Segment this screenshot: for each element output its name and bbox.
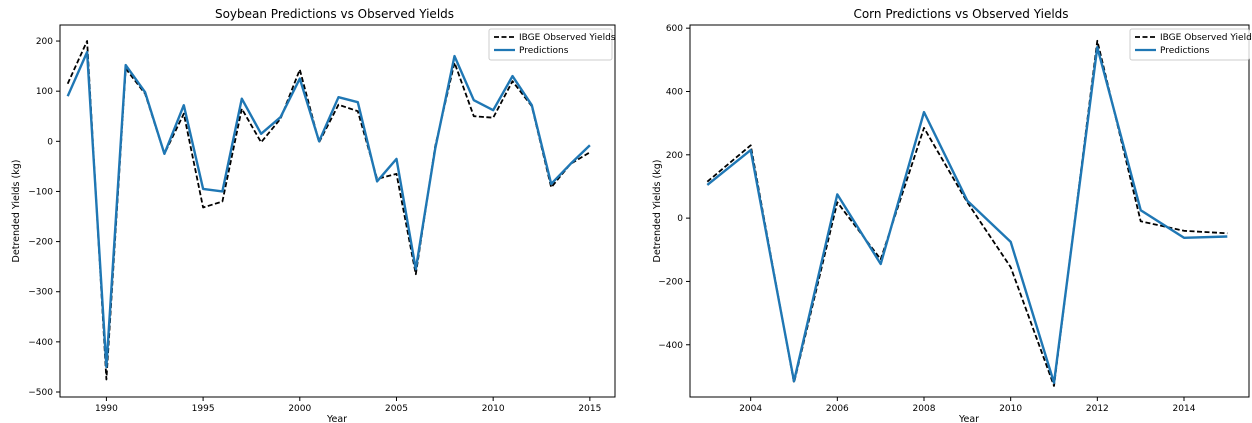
soybean-x-tick-label: 2010: [482, 404, 505, 414]
soybean-y-tick-label: 100: [36, 87, 53, 97]
soybean-y-tick-label: 200: [36, 37, 53, 47]
corn-y-tick-label: 400: [666, 87, 683, 97]
corn-x-tick-label: 2010: [999, 404, 1022, 414]
soybean-x-tick-label: 2000: [288, 404, 311, 414]
corn-x-tick-label: 2008: [913, 404, 936, 414]
soybean-x-tick-label: 2015: [578, 404, 601, 414]
soybean-y-tick-label: −200: [28, 238, 53, 248]
soybean-legend: IBGE Observed Yields Predictions: [488, 28, 616, 61]
soybean-legend-observed-label: IBGE Observed Yields: [519, 33, 616, 43]
soybean-y-tick-label: −100: [28, 187, 53, 197]
soybean-chart-title: Soybean Predictions vs Observed Yields: [215, 7, 454, 21]
corn-y-tick-label: −400: [658, 341, 683, 351]
soybean-legend-predictions-label: Predictions: [519, 46, 569, 56]
corn-legend-box: [1129, 28, 1250, 61]
soybean-x-tick-label: 2005: [385, 404, 408, 414]
soybean-legend-box: [488, 28, 613, 61]
corn-y-tick-label: −200: [658, 277, 683, 287]
corn-x-tick-label: 2004: [739, 404, 762, 414]
corn-legend: IBGE Observed Yields Predictions: [1129, 28, 1252, 61]
corn-y-tick-label: 0: [677, 214, 683, 224]
soybean-x-tick-label: 1995: [192, 404, 215, 414]
corn-y-axis-label: Detrended Yields (kg): [652, 160, 663, 263]
soybean-plot-frame: [59, 24, 616, 398]
soybean-plot-marks: [66, 40, 591, 381]
corn-chart-title: Corn Predictions vs Observed Yields: [853, 7, 1068, 21]
soybean-y-tick-label: −400: [28, 338, 53, 348]
corn-x-tick-label: 2012: [1086, 404, 1109, 414]
corn-chart: Corn Predictions vs Observed Yields 2004…: [652, 7, 1252, 423]
soybean-y-tick-label: 0: [47, 137, 53, 147]
soybean-series-line-predictions: [66, 50, 591, 369]
corn-x-ticks: 2004 2006 2008 2010 2012 2014: [739, 397, 1196, 414]
soybean-x-ticks: 1990 1995 2000 2005 2010 2015: [95, 397, 601, 414]
corn-plot-marks: [706, 39, 1228, 387]
corn-legend-observed-label: IBGE Observed Yields: [1160, 33, 1252, 43]
corn-x-tick-label: 2006: [826, 404, 849, 414]
soybean-y-tick-label: −300: [28, 288, 53, 298]
corn-y-tick-label: 600: [666, 24, 683, 34]
corn-y-ticks: −400 −200 0 200 400 600: [658, 24, 690, 351]
corn-legend-predictions-label: Predictions: [1160, 46, 1210, 56]
corn-x-tick-label: 2014: [1173, 404, 1196, 414]
corn-series-line-observed: [706, 39, 1228, 387]
soybean-y-axis-label: Detrended Yields (kg): [11, 160, 22, 263]
soybean-chart: Soybean Predictions vs Observed Yields 1…: [11, 7, 616, 423]
corn-series-line-predictions: [706, 46, 1228, 384]
corn-plot-frame: [689, 24, 1250, 398]
soybean-y-tick-label: −500: [28, 388, 53, 398]
soybean-y-ticks: −500 −400 −300 −200 −100 0 100 200: [28, 37, 60, 398]
soybean-x-tick-label: 1990: [95, 404, 118, 414]
corn-y-tick-label: 200: [666, 151, 683, 161]
soybean-x-axis-label: Year: [326, 414, 347, 423]
corn-x-axis-label: Year: [958, 414, 979, 423]
